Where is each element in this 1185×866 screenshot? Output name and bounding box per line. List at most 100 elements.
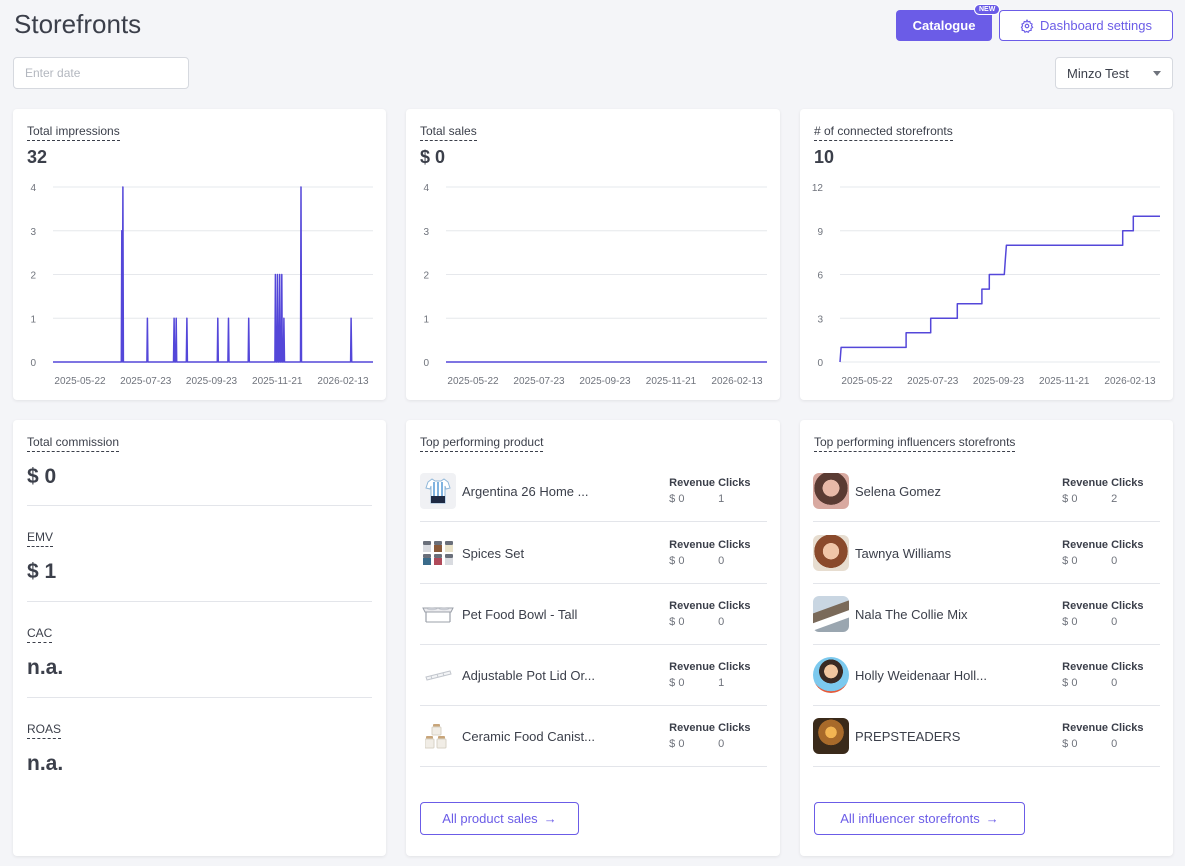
revenue-stat: Revenue $ 0 xyxy=(669,722,718,750)
clicks-value: 0 xyxy=(1111,677,1118,689)
revenue-header: Revenue xyxy=(1062,539,1109,551)
clicks-header: Clicks xyxy=(1111,600,1144,612)
cac-label[interactable]: CAC xyxy=(27,626,53,643)
product-name: Spices Set xyxy=(462,545,525,561)
y-tick-label: 9 xyxy=(817,227,823,238)
product-row[interactable]: Argentina 26 Home ... Revenue $ 0 Clicks 1 xyxy=(420,461,767,522)
date-input[interactable] xyxy=(13,57,189,89)
revenue-stat: Revenue $ 0 xyxy=(1062,661,1111,689)
product-name: Argentina 26 Home ... xyxy=(462,483,589,499)
revenue-header: Revenue xyxy=(669,600,716,612)
clicks-header: Clicks xyxy=(1111,722,1144,734)
avatar xyxy=(813,473,849,509)
clicks-stat: Clicks 0 xyxy=(718,539,767,567)
product-row[interactable]: Pet Food Bowl - Tall Revenue $ 0 Clicks 0 xyxy=(420,584,767,645)
revenue-value: $ 0 xyxy=(669,677,685,689)
catalogue-button[interactable]: Catalogue xyxy=(896,10,992,41)
emv-label[interactable]: EMV xyxy=(27,530,54,547)
store-select-value: Minzo Test xyxy=(1067,65,1129,81)
sales-value: $ 0 xyxy=(420,147,446,167)
revenue-stat: Revenue $ 0 xyxy=(1062,722,1111,750)
x-tick-label: 2026-02-13 xyxy=(1104,376,1156,387)
storefronts-value: 10 xyxy=(814,147,835,167)
revenue-header: Revenue xyxy=(1062,600,1109,612)
revenue-value: $ 0 xyxy=(669,616,685,628)
catalogue-label: Catalogue xyxy=(912,18,976,33)
emv-value: $ 1 xyxy=(27,560,57,583)
x-tick-label: 2025-09-23 xyxy=(973,376,1025,387)
influencer-row[interactable]: Holly Weidenaar Holl... Revenue $ 0 Click… xyxy=(813,645,1160,706)
revenue-header: Revenue xyxy=(1062,661,1109,673)
canister-icon xyxy=(420,718,456,754)
dashboard-settings-button[interactable]: Dashboard settings xyxy=(999,10,1173,41)
impressions-value: 32 xyxy=(27,147,48,167)
clicks-stat: Clicks 2 xyxy=(1111,477,1160,505)
revenue-value: $ 0 xyxy=(1062,738,1078,750)
store-select[interactable]: Minzo Test xyxy=(1055,57,1173,89)
clicks-header: Clicks xyxy=(718,539,751,551)
storefronts-chart: 0 3 6 9 12 2025-05-22 2025-07-23 2025-09-23 2025… xyxy=(812,183,1160,387)
storefronts-label[interactable]: # of connected storefronts xyxy=(814,124,953,141)
y-tick-label: 2 xyxy=(423,271,429,282)
revenue-value: $ 0 xyxy=(1062,555,1078,567)
clicks-stat: Clicks 0 xyxy=(1111,722,1160,750)
gear-icon xyxy=(1020,18,1034,33)
series-line xyxy=(53,186,373,363)
revenue-value: $ 0 xyxy=(1062,493,1078,505)
revenue-stat: Revenue $ 0 xyxy=(669,477,718,505)
clicks-value: 2 xyxy=(1111,493,1118,505)
avatar xyxy=(813,718,849,754)
x-tick-label: 2025-11-21 xyxy=(646,376,697,387)
x-tick-label: 2025-07-23 xyxy=(120,376,172,387)
influencer-row[interactable]: Tawnya Williams Revenue $ 0 Clicks 0 xyxy=(813,523,1160,584)
influencer-name: Holly Weidenaar Holl... xyxy=(855,667,987,683)
product-name: Adjustable Pot Lid Or... xyxy=(462,667,595,683)
x-tick-label: 2025-11-21 xyxy=(252,376,303,387)
clicks-value: 0 xyxy=(718,555,725,567)
roas-value: n.a. xyxy=(27,752,64,775)
top-products-card: Top performing product Argentina 26 Home… xyxy=(406,420,780,856)
commission-label[interactable]: Total commission xyxy=(27,435,120,452)
clicks-value: 0 xyxy=(718,738,725,750)
series-line xyxy=(839,215,1160,363)
dashboard-settings-label: Dashboard settings xyxy=(1039,18,1152,33)
sales-card: Total sales $ 0 0 1 2 3 4 2025-05-22 2025-07-2… xyxy=(406,109,780,400)
clicks-header: Clicks xyxy=(1111,477,1144,489)
top-products-title[interactable]: Top performing product xyxy=(420,435,544,452)
clicks-stat: Clicks 1 xyxy=(718,477,767,505)
impressions-card: Total impressions 32 0 1 2 3 4 2025-05-22 2025… xyxy=(13,109,386,400)
revenue-stat: Revenue $ 0 xyxy=(1062,539,1111,567)
x-tick-label: 2025-05-22 xyxy=(447,376,499,387)
x-tick-label: 2025-07-23 xyxy=(513,376,565,387)
x-tick-label: 2025-05-22 xyxy=(841,376,893,387)
spice-jars-icon xyxy=(420,535,456,571)
cac-metric: CAC n.a. xyxy=(27,624,372,680)
influencer-row[interactable]: PREPSTEADERS Revenue $ 0 Clicks 0 xyxy=(813,706,1160,767)
y-tick-label: 0 xyxy=(30,358,36,369)
avatar xyxy=(813,535,849,571)
product-row[interactable]: Adjustable Pot Lid Or... Revenue $ 0 Clic… xyxy=(420,645,767,706)
new-badge: NEW xyxy=(974,4,1001,15)
clicks-value: 0 xyxy=(1111,738,1118,750)
product-row[interactable]: Spices Set Revenue $ 0 Clicks 0 xyxy=(420,523,767,584)
product-row[interactable]: Ceramic Food Canist... Revenue $ 0 Clicks… xyxy=(420,706,767,767)
revenue-stat: Revenue $ 0 xyxy=(669,661,718,689)
clicks-header: Clicks xyxy=(1111,539,1144,551)
clicks-stat: Clicks 0 xyxy=(1111,539,1160,567)
avatar xyxy=(813,596,849,632)
impressions-label[interactable]: Total impressions xyxy=(27,124,120,141)
top-influencers-title[interactable]: Top performing influencers storefronts xyxy=(814,435,1016,452)
roas-metric: ROAS n.a. xyxy=(27,720,372,776)
revenue-value: $ 0 xyxy=(669,555,685,567)
all-product-sales-button[interactable]: All product sales → xyxy=(420,802,579,835)
commission-metric: Total commission $ 0 xyxy=(27,433,372,489)
sales-chart: 0 1 2 3 4 2025-05-22 2025-07-23 2025-09-23 2025-… xyxy=(423,183,767,387)
all-influencer-storefronts-button[interactable]: All influencer storefronts → xyxy=(814,802,1025,835)
influencer-row[interactable]: Selena Gomez Revenue $ 0 Clicks 2 xyxy=(813,461,1160,522)
influencer-row[interactable]: Nala The Collie Mix Revenue $ 0 Clicks 0 xyxy=(813,584,1160,645)
clicks-header: Clicks xyxy=(718,661,751,673)
sales-label[interactable]: Total sales xyxy=(420,124,477,141)
pet-bowl-icon xyxy=(420,596,456,632)
roas-label[interactable]: ROAS xyxy=(27,722,62,739)
y-tick-label: 4 xyxy=(423,183,429,194)
